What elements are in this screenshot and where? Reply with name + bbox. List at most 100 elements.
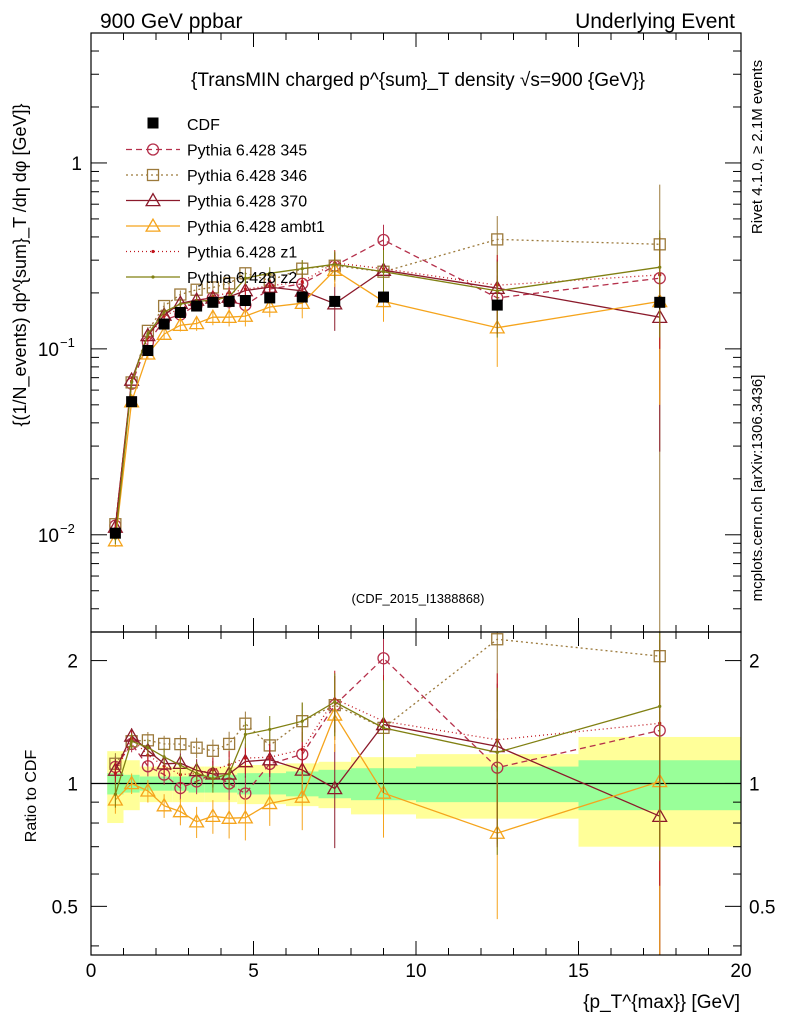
- marker-triangle: [237, 307, 254, 322]
- marker-dot: [268, 755, 272, 759]
- header-right: Underlying Event: [575, 10, 735, 33]
- marker-dot: [243, 756, 247, 760]
- marker-data: [296, 291, 308, 303]
- rivet-label: Rivet 4.1.0, ≥ 2.1M events: [749, 60, 766, 234]
- legend-label: Pythia 6.428 345: [187, 143, 307, 160]
- marker-dot: [178, 302, 182, 306]
- marker-dot: [151, 275, 155, 279]
- marker-dot: [381, 726, 386, 730]
- marker-circle: [377, 652, 390, 665]
- marker-triangle: [237, 809, 254, 824]
- marker-triangle: [204, 309, 221, 324]
- marker-dot: [227, 772, 231, 776]
- marker-dot: [146, 745, 150, 750]
- y-axis-label: {(1/N_events) dp^{sum}_T /dη dφ [GeV]}: [10, 104, 31, 427]
- marker-dot: [113, 792, 117, 796]
- legend-marker-data: [147, 117, 159, 129]
- marker-square: [491, 233, 504, 246]
- marker-data: [126, 396, 138, 408]
- marker-dot: [130, 739, 134, 743]
- x-tick-label: 10: [405, 961, 426, 982]
- marker-dot: [268, 271, 272, 275]
- marker-data: [109, 527, 121, 539]
- marker-dot: [300, 719, 304, 723]
- marker-data: [158, 318, 170, 330]
- marker-dot: [381, 270, 386, 274]
- marker-dot: [146, 332, 150, 336]
- marker-dot: [333, 700, 337, 704]
- marker-triangle: [172, 317, 189, 332]
- mcplots-label: mcplots.cern.ch [arXiv:1306.3436]: [749, 375, 766, 602]
- marker-data: [491, 299, 503, 311]
- marker-square: [206, 744, 220, 757]
- marker-circle: [146, 143, 160, 156]
- x-tick-label: 5: [248, 961, 259, 982]
- marker-data: [239, 295, 251, 307]
- ratio-tick-label-right: 0.5: [749, 897, 775, 918]
- marker-square: [222, 737, 236, 751]
- marker-triangle: [139, 782, 156, 797]
- y-tick-label: 10: [38, 340, 59, 361]
- marker-dot: [495, 289, 499, 293]
- marker-dot: [243, 276, 247, 280]
- marker-data: [207, 296, 219, 308]
- legend-label: Pythia 6.428 346: [187, 168, 307, 185]
- marker-triangle: [221, 309, 238, 324]
- marker-triangle: [156, 325, 173, 340]
- ratio-series-line: [114, 698, 660, 776]
- analysis-label: (CDF_2015_I1388868): [352, 591, 485, 606]
- x-tick-label: 15: [568, 961, 589, 982]
- marker-triangle: [294, 788, 311, 803]
- marker-triangle: [221, 809, 238, 824]
- marker-dot: [300, 267, 304, 271]
- marker-dot: [333, 262, 337, 266]
- legend-label: Pythia 6.428 370: [187, 194, 307, 211]
- marker-square: [174, 737, 187, 751]
- marker-square: [190, 741, 203, 754]
- ratio-tick-label-right: 1: [749, 774, 760, 795]
- marker-data: [174, 306, 186, 318]
- marker-dot: [658, 704, 662, 708]
- marker-square: [146, 168, 160, 182]
- marker-triangle: [156, 797, 173, 812]
- marker-data: [191, 300, 203, 312]
- legend-label: Pythia 6.428 z2: [187, 270, 297, 287]
- x-tick-label: 20: [730, 961, 751, 982]
- marker-triangle: [204, 808, 221, 822]
- marker-data: [223, 295, 235, 307]
- y-tick-label: 1: [71, 154, 82, 175]
- y-tick-exponent: −1: [60, 335, 75, 350]
- marker-square: [491, 633, 504, 646]
- marker-triangle: [188, 315, 205, 330]
- marker-dot: [178, 763, 182, 767]
- data-points: [109, 291, 666, 539]
- y-tick-label: 10: [38, 526, 59, 547]
- marker-dot: [243, 287, 247, 291]
- marker-triangle: [172, 803, 189, 818]
- ratio-tick-label: 0.5: [52, 897, 78, 918]
- ratio-tick-label: 1: [67, 774, 78, 795]
- marker-data: [378, 291, 389, 303]
- marker-triangle: [375, 784, 392, 799]
- marker-dot: [162, 755, 166, 759]
- marker-dot: [658, 265, 662, 269]
- x-tick-label: 0: [86, 961, 97, 982]
- marker-dot: [195, 771, 199, 775]
- marker-dot: [268, 284, 272, 288]
- marker-dot: [211, 776, 215, 781]
- legend-label-data: CDF: [187, 117, 220, 134]
- x-axis-label: {p_T^{max}} [GeV]: [583, 992, 740, 1013]
- marker-triangle: [326, 780, 343, 795]
- ratio-tick-label-right: 2: [749, 652, 760, 673]
- chart-title: {TransMIN charged p^{sum}_T density √s=9…: [191, 70, 645, 91]
- marker-circle: [377, 233, 390, 247]
- marker-dot: [495, 750, 499, 754]
- marker-triangle: [145, 217, 161, 232]
- marker-dot: [130, 380, 134, 385]
- marker-data: [142, 345, 154, 357]
- marker-triangle: [107, 532, 124, 547]
- marker-triangle: [145, 192, 161, 207]
- marker-triangle: [123, 775, 140, 790]
- marker-data: [654, 296, 666, 308]
